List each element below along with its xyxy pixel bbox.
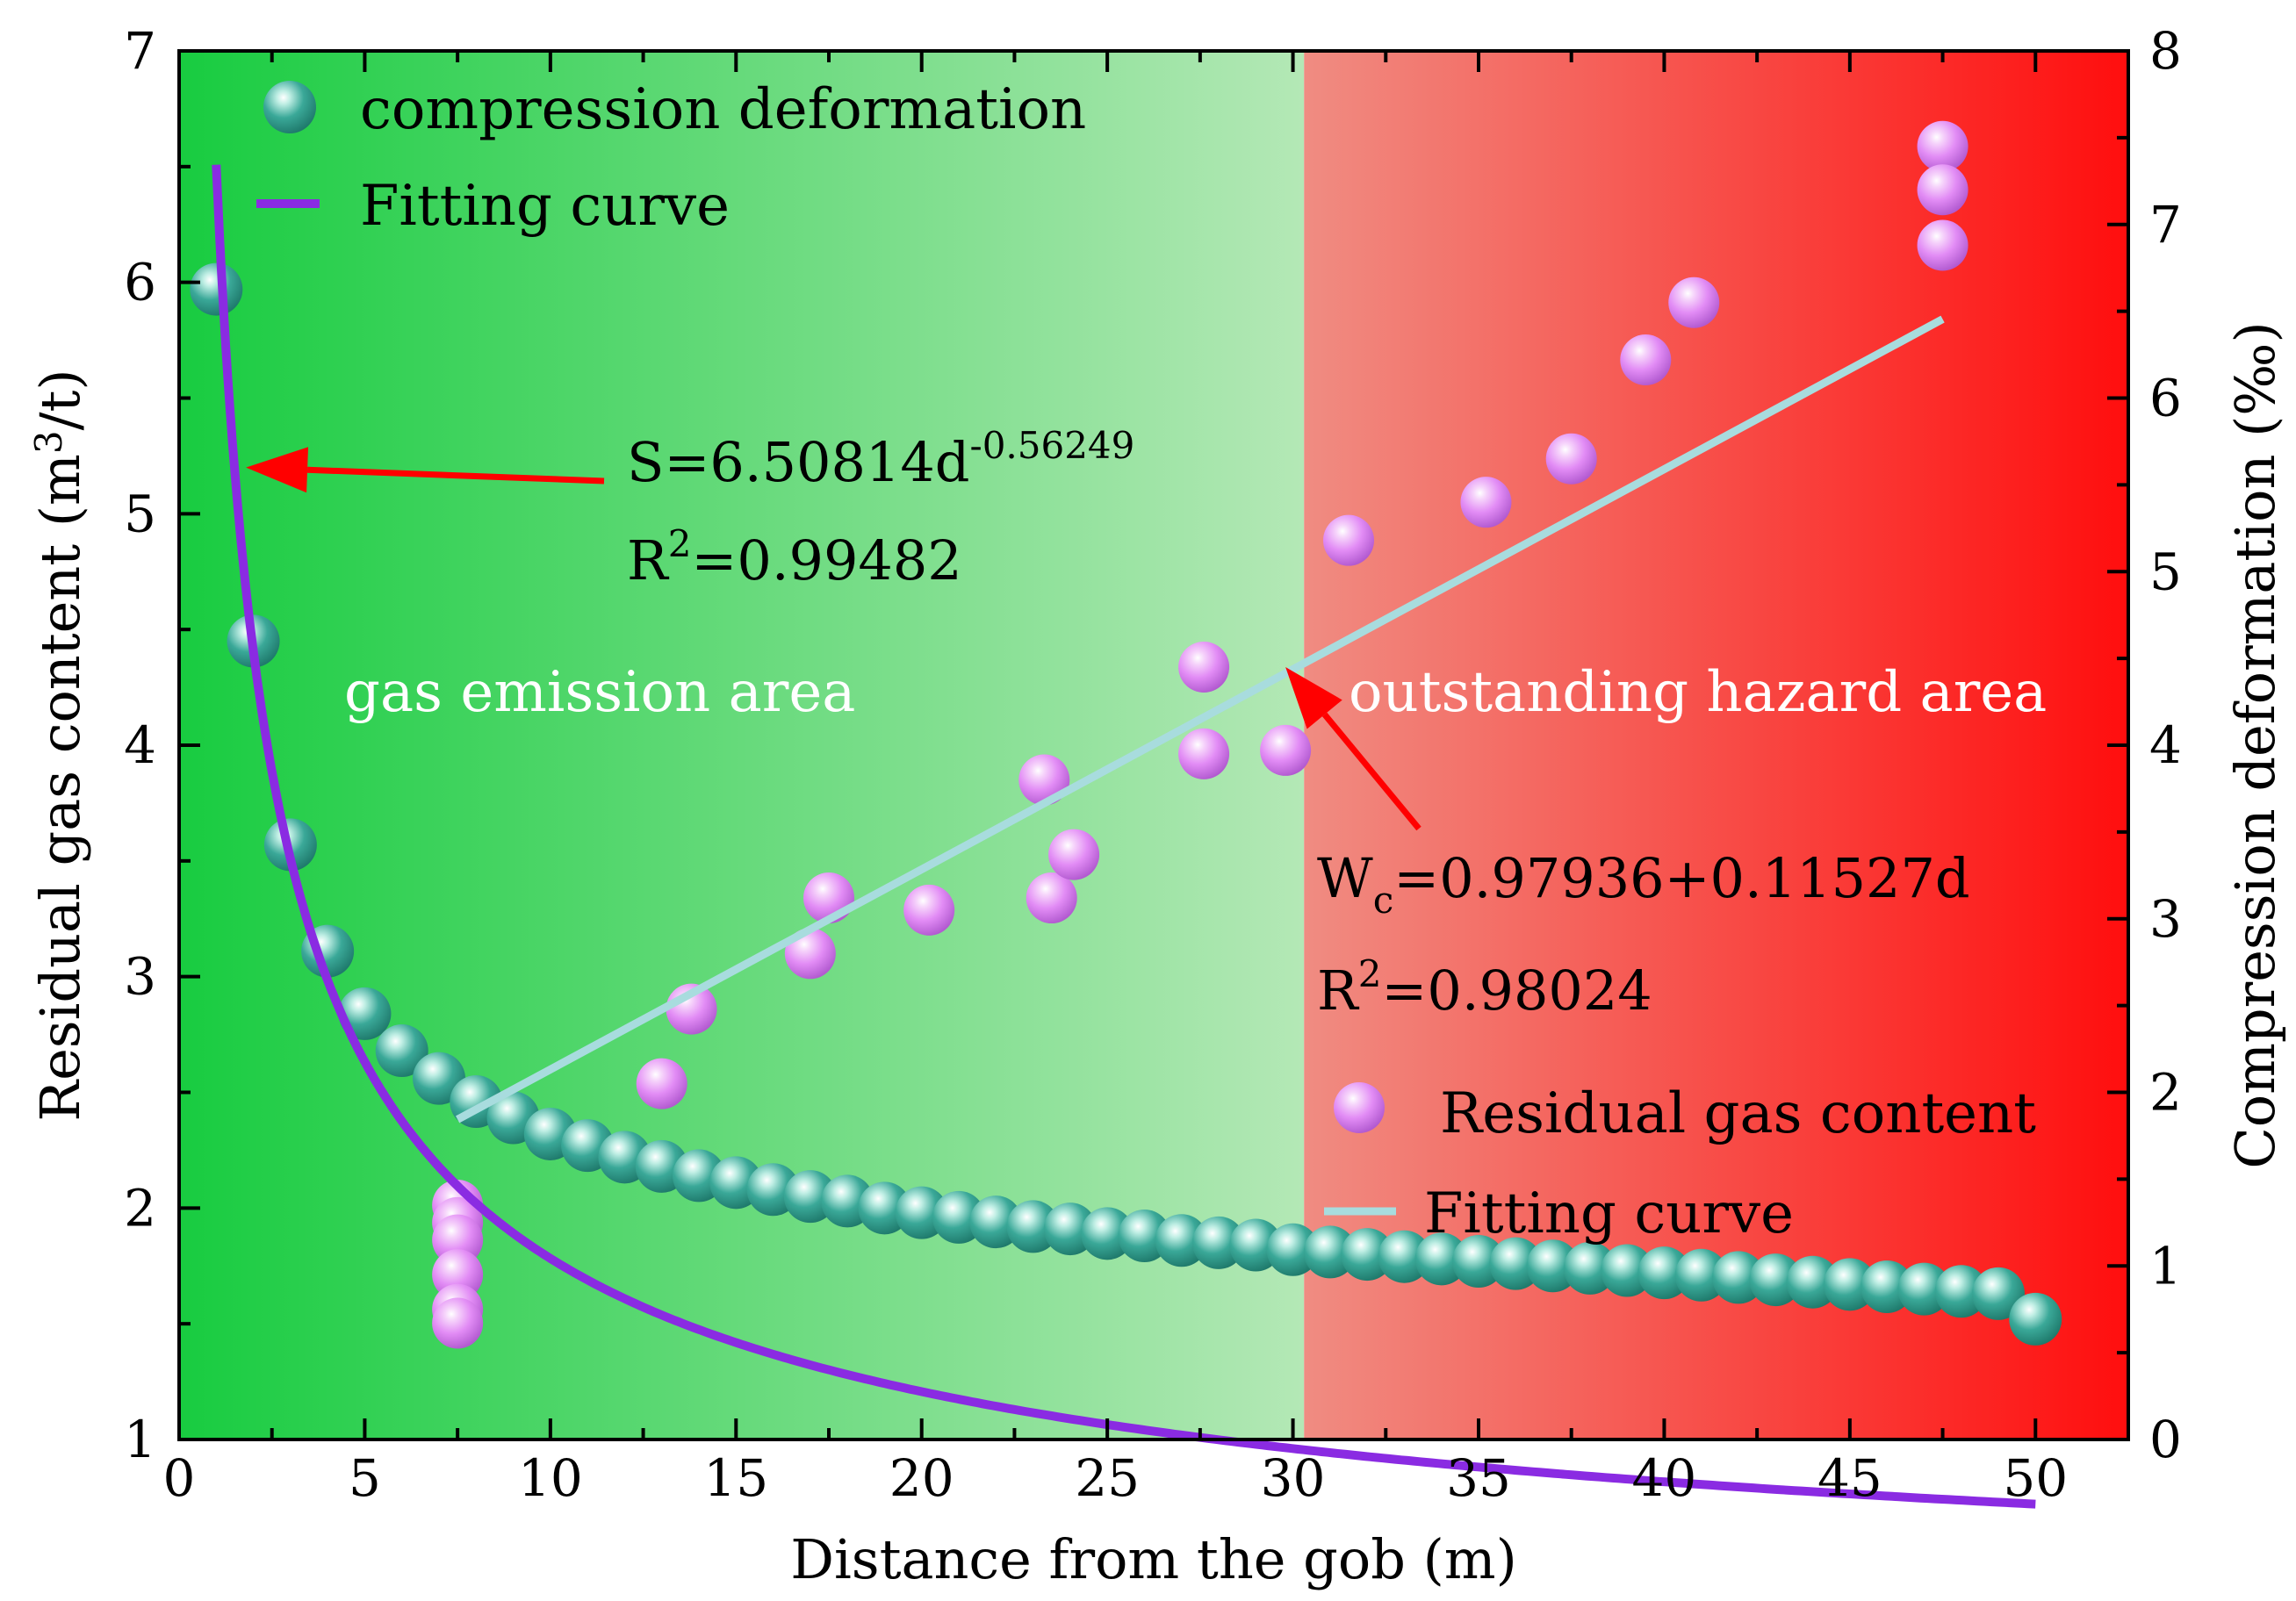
- region-label-gas-emission: gas emission area: [344, 660, 855, 725]
- y-axis-title-post: /t): [28, 369, 92, 430]
- residual-gas-point: [903, 884, 955, 936]
- y-axis-title-sup: 3: [27, 430, 70, 454]
- x-tick-label: 35: [1446, 1448, 1511, 1508]
- x-tick-label: 5: [349, 1448, 381, 1508]
- residual-gas-point: [1668, 276, 1720, 328]
- x-tick-label: 45: [1817, 1448, 1882, 1508]
- power-fit-r2-sup: 2: [668, 522, 692, 565]
- y2-tick-label: 4: [2149, 715, 2182, 775]
- y-tick-label: 1: [124, 1410, 156, 1469]
- legend-marker-compression-deformation: [263, 81, 316, 133]
- linear-fit-r2-sup: 2: [1358, 952, 1382, 995]
- y-tick-label: 2: [124, 1178, 156, 1238]
- compression-deformation-point: [2009, 1292, 2062, 1346]
- y2-tick-label: 3: [2149, 889, 2182, 949]
- linear-fit-line: [456, 315, 1945, 1124]
- x-tick-label: 50: [2003, 1448, 2068, 1508]
- region-outstanding-hazard: [1304, 51, 2128, 1439]
- power-fit-r2-r: R: [627, 528, 670, 592]
- legend-left: compression deformation Fitting curve: [256, 77, 1086, 239]
- linear-fit-equation-sub: c: [1373, 879, 1394, 922]
- legend-label-compression-deformation: compression deformation: [360, 77, 1086, 142]
- linear-fit-equation-main: =0.97936+0.11527d: [1393, 846, 1969, 910]
- y2-tick-label: 1: [2149, 1236, 2182, 1296]
- compression-deformation-point: [375, 1024, 428, 1078]
- residual-gas-point: [1917, 120, 1969, 172]
- x-tick-label: 30: [1261, 1448, 1326, 1508]
- residual-gas-point: [1026, 872, 1077, 924]
- power-fit-arrow-shaft: [306, 466, 605, 485]
- x-tick-label: 0: [163, 1448, 196, 1508]
- power-fit-r2-value: =0.99482: [691, 528, 961, 592]
- y-axis-title: Residual gas content (m3/t): [27, 369, 92, 1121]
- x-tick-label: 10: [518, 1448, 583, 1508]
- plot-background: [179, 51, 2128, 1439]
- y2-axis-title: Compression deformation (‰): [2223, 321, 2287, 1168]
- residual-gas-point: [1048, 829, 1100, 880]
- y-tick-label: 7: [124, 21, 156, 81]
- y-tick-label: 3: [124, 947, 156, 1007]
- residual-gas-point: [1917, 164, 1969, 216]
- y2-tick-label: 7: [2149, 195, 2182, 255]
- y-tick-label: 4: [124, 715, 156, 775]
- y-tick-label: 5: [124, 484, 156, 543]
- annotation-linear-fit: Wc=0.97936+0.11527d R2=0.98024: [1285, 667, 1970, 1023]
- linear-fit-r2-r: R: [1317, 958, 1360, 1023]
- residual-gas-point: [1545, 433, 1597, 485]
- power-fit-r2: R2=0.99482: [627, 522, 962, 592]
- linear-fit-r2: R2=0.98024: [1317, 952, 1652, 1023]
- x-tick-label: 20: [889, 1448, 954, 1508]
- x-axis-title: Distance from the gob (m): [790, 1527, 1517, 1591]
- legend-label-fitting-curve-left: Fitting curve: [360, 174, 730, 239]
- x-tick-label: 40: [1632, 1448, 1697, 1508]
- legend-right: Residual gas content Fitting curve: [1324, 1081, 2036, 1246]
- linear-fit-equation-w: W: [1317, 846, 1373, 910]
- legend-label-fitting-curve-right: Fitting curve: [1424, 1181, 1794, 1246]
- legend-label-residual-gas-content: Residual gas content: [1440, 1081, 2036, 1146]
- power-fit-equation-exponent: -0.56249: [970, 424, 1135, 467]
- residual-gas-point: [1620, 334, 1672, 385]
- residual-gas-point: [636, 1058, 687, 1109]
- compression-deformation-point: [1972, 1267, 2025, 1320]
- y2-tick-label: 5: [2149, 542, 2182, 601]
- residual-gas-point: [1178, 728, 1230, 779]
- y2-tick-label: 0: [2149, 1410, 2182, 1469]
- residual-gas-point: [1460, 477, 1512, 528]
- residual-gas-point: [1323, 514, 1374, 566]
- fit-curves: [212, 164, 2036, 1509]
- y2-tick-label: 2: [2149, 1063, 2182, 1123]
- legend-marker-residual-gas-content: [1334, 1082, 1385, 1133]
- compression-deformation-point: [190, 262, 243, 316]
- y2-tick-label: 6: [2149, 369, 2182, 428]
- linear-fit-arrow-head: [1285, 667, 1342, 729]
- power-fit-curve: [212, 164, 2036, 1509]
- residual-gas-point: [1178, 642, 1230, 693]
- linear-fit-arrow-shaft: [1321, 712, 1422, 831]
- region-label-outstanding-hazard: outstanding hazard area: [1349, 660, 2047, 725]
- residual-gas-point: [1917, 219, 1969, 271]
- residual-gas-point: [784, 928, 836, 980]
- y-tick-label: 6: [124, 253, 156, 312]
- annotation-power-fit: S=6.50814d-0.56249 R2=0.99482: [246, 424, 1134, 592]
- power-fit-arrow-head: [246, 447, 309, 493]
- linear-fit-equation: Wc=0.97936+0.11527d: [1317, 846, 1970, 922]
- residual-gas-point: [432, 1297, 484, 1349]
- linear-fit-r2-value: =0.98024: [1381, 958, 1652, 1023]
- x-tick-label: 25: [1075, 1448, 1140, 1508]
- residual-gas-series: [432, 120, 1969, 1349]
- residual-gas-point: [1260, 724, 1312, 776]
- power-fit-equation-main: S=6.50814d: [627, 430, 970, 494]
- y2-tick-label: 8: [2149, 21, 2182, 81]
- x-tick-label: 15: [703, 1448, 768, 1508]
- power-fit-equation: S=6.50814d-0.56249: [627, 424, 1134, 494]
- y-axis-title-pre: Residual gas content (m: [28, 454, 92, 1121]
